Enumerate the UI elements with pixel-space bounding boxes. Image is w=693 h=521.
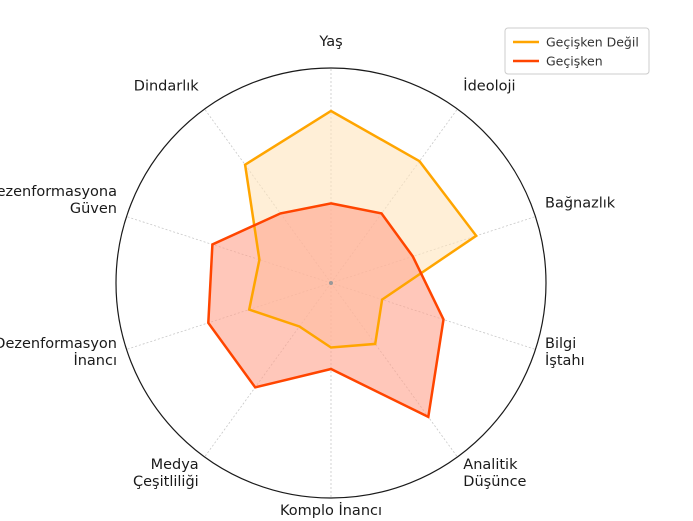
legend-label-series-2: Geçişken (546, 54, 603, 69)
legend: Geçişken Değil Geçişken (504, 27, 650, 75)
axis-label-line: İdeoloji (463, 77, 515, 95)
axis-label: Medya Çeşitliliği (133, 457, 199, 490)
axis-label: Komplo İnancı (280, 501, 382, 519)
axis-label: Analitik Düşünce (463, 457, 526, 490)
axis-label-line: Dezenformasyona (0, 184, 117, 200)
legend-label-series-1: Geçişken Değil (546, 35, 639, 50)
axis-label-line: Güven (70, 201, 117, 217)
axis-label-line: Komplo İnancı (280, 501, 382, 519)
axis-label: İdeoloji (463, 77, 515, 95)
axis-label: Yaş (318, 34, 342, 50)
axis-label-line: Yaş (318, 34, 342, 50)
axis-label: Dindarlık (134, 79, 199, 95)
axis-label-line: İştahı (545, 351, 585, 369)
axis-label-line: Bilgi (545, 336, 576, 352)
axis-label-line: İnancı (73, 351, 117, 369)
axis-label-line: Bağnazlık (545, 195, 616, 211)
axis-label-line: Analitik (463, 457, 518, 473)
axis-label-line: Dezenformasyon (0, 336, 117, 352)
axis-label: Bağnazlık (545, 195, 616, 211)
axis-label-line: Düşünce (463, 474, 526, 490)
series-area-2 (208, 203, 444, 417)
axis-label: Dezenformasyon İnancı (0, 336, 117, 369)
radar-frame (115, 67, 547, 499)
axis-label-line: Dindarlık (134, 79, 199, 95)
radar-outer-circle (115, 67, 547, 499)
axis-label: DezenformasyonaGüven (0, 184, 117, 217)
axis-label: Bilgi İştahı (545, 336, 585, 369)
radar-series (207, 109, 478, 419)
series-line-2 (207, 202, 445, 419)
axis-label-line: Medya (151, 457, 199, 473)
legend-box (504, 27, 650, 75)
series-line-1 (243, 109, 478, 349)
axis-label-line: Çeşitliliği (133, 474, 199, 490)
radar-center-dot (329, 281, 333, 285)
